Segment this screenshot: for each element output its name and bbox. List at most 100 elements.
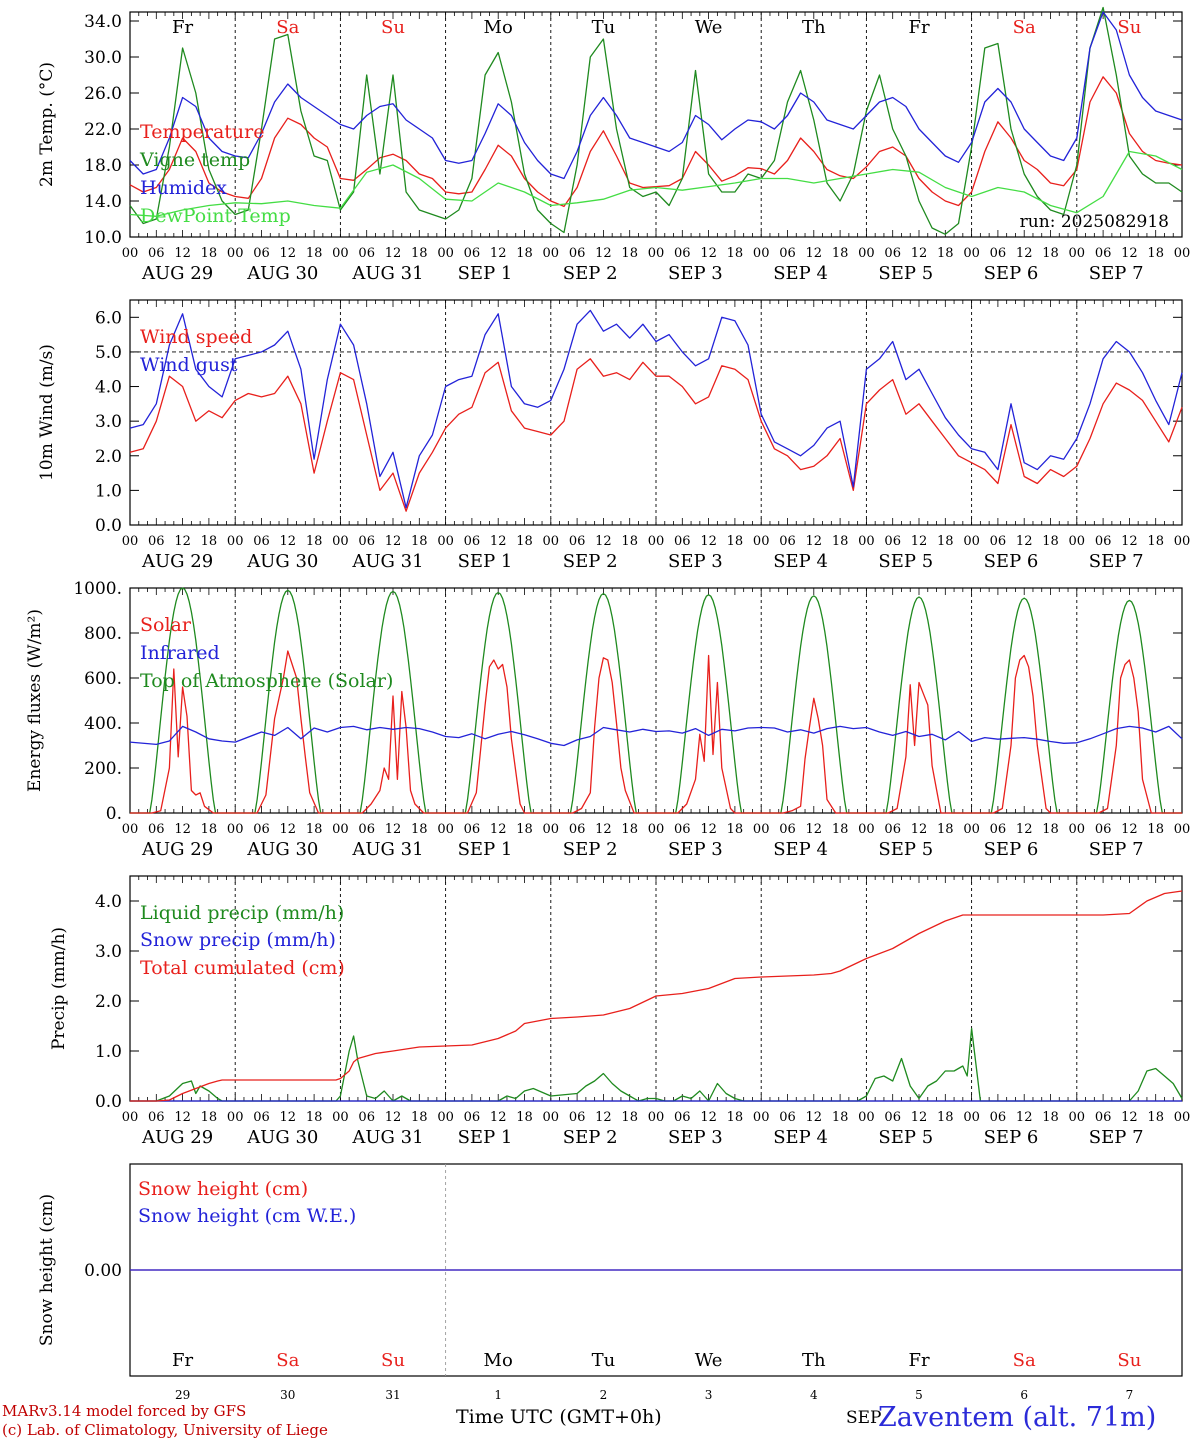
hour-tick-label: 00 <box>332 534 349 549</box>
hour-tick-label: 12 <box>1016 534 1033 549</box>
hour-tick-label: 00 <box>1174 534 1191 549</box>
y-tick-label: 0.0 <box>95 1092 122 1112</box>
hour-tick-label: 00 <box>858 534 875 549</box>
y-tick-label: 0.0 <box>95 516 122 536</box>
legend-entry: Total cumulated (cm) <box>140 957 345 979</box>
hour-tick-label: 00 <box>648 534 665 549</box>
hour-tick-label: 06 <box>148 822 165 837</box>
hour-tick-label: 12 <box>806 1110 823 1125</box>
y-tick-label: 4.0 <box>95 892 122 912</box>
weekday-label: Fr <box>172 17 193 38</box>
hour-tick-label: 00 <box>648 822 665 837</box>
hour-tick-label: 00 <box>1069 1110 1086 1125</box>
weekday-label: Tu <box>592 17 616 38</box>
hour-tick-label: 18 <box>1147 534 1164 549</box>
series-dewpoint-temp <box>129 150 1183 217</box>
station-name: Zaventem (alt. 71m) <box>878 1402 1157 1433</box>
hour-tick-label: 18 <box>306 822 323 837</box>
hour-tick-label: 00 <box>648 246 665 261</box>
hour-tick-label: 12 <box>385 246 402 261</box>
hour-tick-label: 06 <box>464 1110 481 1125</box>
date-label: SEP 6 <box>984 551 1039 572</box>
panel-1 <box>129 6 1183 238</box>
date-label: SEP 5 <box>878 1127 933 1148</box>
hour-tick-label: 18 <box>727 1110 744 1125</box>
y-tick-label: 2.0 <box>95 447 122 467</box>
y-axis-label: 2m Temp. (°C) <box>37 62 57 187</box>
weekday-label: We <box>695 17 723 38</box>
hour-tick-label: 06 <box>569 822 586 837</box>
hour-tick-label: 00 <box>1069 246 1086 261</box>
hour-tick-label: 06 <box>674 1110 691 1125</box>
hour-tick-label: 06 <box>674 534 691 549</box>
date-label: SEP 4 <box>773 839 828 860</box>
date-label: AUG 31 <box>351 839 423 860</box>
hour-tick-label: 12 <box>700 1110 717 1125</box>
series-solar <box>130 650 1182 814</box>
month-label: SEP <box>846 1408 882 1428</box>
hour-tick-label: 18 <box>727 534 744 549</box>
hour-tick-label: 18 <box>1042 246 1059 261</box>
hour-tick-label: 12 <box>911 246 928 261</box>
hour-tick-label: 06 <box>884 822 901 837</box>
y-tick-label: 1.0 <box>95 481 122 501</box>
hour-tick-label: 18 <box>937 246 954 261</box>
hour-tick-label: 18 <box>516 246 533 261</box>
weekday-label: Fr <box>908 17 929 38</box>
hour-tick-label: 00 <box>1174 1110 1191 1125</box>
weekday-label: Su <box>381 17 405 38</box>
hour-tick-label: 18 <box>832 822 849 837</box>
date-label: SEP 3 <box>668 263 723 284</box>
day-number-label: 31 <box>385 1388 400 1402</box>
y-tick-label: 10.0 <box>84 228 122 248</box>
legend-entry: Snow height (cm W.E.) <box>138 1205 356 1227</box>
legend-entry: Vigne temp <box>139 149 250 171</box>
hour-tick-label: 06 <box>253 246 270 261</box>
hour-tick-label: 18 <box>411 1110 428 1125</box>
date-label: SEP 2 <box>563 551 618 572</box>
y-tick-label: 5.0 <box>95 343 122 363</box>
date-label: SEP 6 <box>984 839 1039 860</box>
hour-tick-label: 00 <box>227 246 244 261</box>
hour-tick-label: 06 <box>569 534 586 549</box>
panel-5 <box>129 1163 1183 1377</box>
weekday-label: Sa <box>1013 17 1036 38</box>
hour-tick-label: 06 <box>1095 534 1112 549</box>
hour-tick-label: 06 <box>253 1110 270 1125</box>
date-label: AUG 29 <box>141 551 213 572</box>
hour-tick-label: 12 <box>595 1110 612 1125</box>
hour-tick-label: 12 <box>280 246 297 261</box>
date-label: AUG 30 <box>246 839 318 860</box>
hour-tick-label: 00 <box>753 246 770 261</box>
hour-tick-label: 12 <box>1016 246 1033 261</box>
weekday-label: We <box>695 1350 723 1371</box>
hour-tick-label: 00 <box>1069 822 1086 837</box>
hour-tick-label: 12 <box>700 246 717 261</box>
hour-tick-label: 00 <box>543 246 560 261</box>
weekday-label: Tu <box>592 1350 616 1371</box>
hour-tick-label: 18 <box>201 534 218 549</box>
hour-tick-label: 00 <box>753 534 770 549</box>
hour-tick-label: 12 <box>1016 1110 1033 1125</box>
panel-2 <box>129 299 1183 526</box>
date-label: SEP 5 <box>878 263 933 284</box>
hour-tick-label: 12 <box>806 822 823 837</box>
hour-tick-label: 18 <box>411 246 428 261</box>
hour-tick-label: 00 <box>858 1110 875 1125</box>
hour-tick-label: 00 <box>963 534 980 549</box>
y-tick-label: 3.0 <box>95 412 122 432</box>
hour-tick-label: 06 <box>358 1110 375 1125</box>
hour-tick-label: 12 <box>1016 822 1033 837</box>
hour-tick-label: 06 <box>464 246 481 261</box>
hour-tick-label: 00 <box>437 246 454 261</box>
lab-credit: (c) Lab. of Climatology, University of L… <box>2 1421 328 1439</box>
hour-tick-label: 12 <box>174 246 191 261</box>
date-label: SEP 1 <box>458 1127 513 1148</box>
hour-tick-label: 00 <box>227 822 244 837</box>
hour-tick-label: 18 <box>1042 534 1059 549</box>
hour-tick-label: 12 <box>385 822 402 837</box>
hour-tick-label: 06 <box>990 534 1007 549</box>
panel-frame <box>129 11 1183 238</box>
hour-tick-label: 18 <box>621 246 638 261</box>
y-tick-label: 0. <box>106 804 122 824</box>
